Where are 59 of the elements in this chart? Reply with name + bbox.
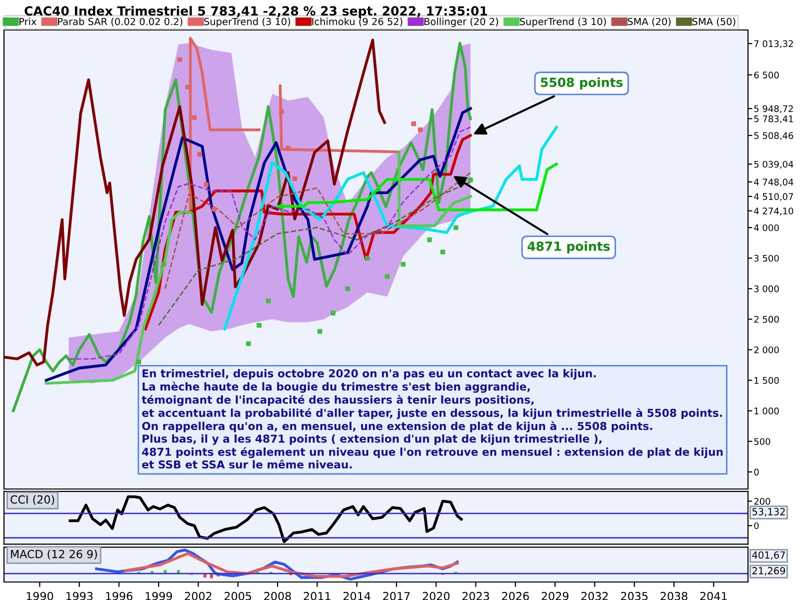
line-series xyxy=(276,162,558,212)
x-tick-label: 2008 xyxy=(264,592,291,600)
line-series xyxy=(4,38,386,366)
x-tick-label: 2005 xyxy=(224,592,252,600)
chart-title: CCI (20) xyxy=(10,495,54,506)
y-tick-label: 1 000 xyxy=(754,408,779,414)
chart-title: MACD (12 26 9) xyxy=(11,550,97,560)
y-tick-label: 5 039,04 xyxy=(754,160,794,169)
x-tick-label: 2023 xyxy=(462,592,490,600)
y-tick-label: 4 000 xyxy=(754,224,779,232)
annotation: 5508 points xyxy=(540,77,623,90)
x-tick-label: 2002 xyxy=(184,592,212,600)
y-tick-label: 6 500 xyxy=(754,72,779,78)
text: 53,132 xyxy=(752,508,785,516)
x-tick-label: 1993 xyxy=(66,592,93,600)
y-tick-label: 4 748,04 xyxy=(754,178,794,186)
y-tick-label: 3 500 xyxy=(754,254,779,262)
x-tick-label: 2014 xyxy=(344,592,370,600)
x-tick-label: 2035 xyxy=(621,592,648,600)
y-tick-label: 5 508,46 xyxy=(754,132,794,140)
text: 21,269 xyxy=(752,567,786,576)
legend-label: SuperTrend (3 10) xyxy=(204,18,290,28)
legend-label: SMA (20) xyxy=(628,18,671,26)
y-tick-label: 4 274,10 xyxy=(754,208,794,216)
legend-label: SuperTrend (3 10) xyxy=(520,18,606,28)
y-tick-label: 5 948,72 xyxy=(754,105,793,114)
line-series xyxy=(68,126,472,360)
legend-label: Ichimoku (9 26 52) xyxy=(312,18,402,26)
y-tick-label: 4 510,07 xyxy=(754,193,793,201)
y-tick-label: 3 000 xyxy=(754,285,779,292)
x-tick-label: 2026 xyxy=(502,592,529,600)
x-tick-label: 1996 xyxy=(106,592,132,600)
x-tick-label: 2017 xyxy=(383,592,410,600)
line-series xyxy=(164,172,472,290)
legend-label: Prix xyxy=(20,18,36,26)
legend-label: Parab SAR (0.02 0.02 0.2) xyxy=(58,18,182,26)
chart-title: CAC40 Index Trimestriel 5 783,41 -2,28 % 23 sept. 2022, 17:35:01 xyxy=(24,6,488,18)
y-tick-label: 200 xyxy=(754,498,770,505)
x-tick-label: 1990 xyxy=(26,592,54,600)
legend-label: SMA (50) xyxy=(692,18,736,26)
y-tick-label: 0 xyxy=(754,468,759,476)
y-tick-label: 5 783,41 xyxy=(754,115,793,124)
x-tick-label: 2032 xyxy=(581,592,608,600)
annotation: En trimestriel, depuis octobre 2020 on n'a pas eu un contact avec la kijun. La mèche haute de la bougie du trimestre s'est bien aggrandie, témoignant de l'incapacité des haussiers à tenir leurs positions, et accentuant la probabilité d'aller taper, juste en dessous, la kijun trimestrielle à 5508 points. On rappellera qu'on a, en mensuel, une extension de plat de kijun à ... 5508 points. Plus bas, il y a les 4871 points ( extension d'un plat de kijun trimestrielle ), 4871 points est également un niveau que l'on retrouve en mensuel : extension de plat de kijun et SSB et SSA sur le même niveau. xyxy=(142,369,723,469)
x-tick-label: 2029 xyxy=(542,592,568,600)
y-tick-label: 2 000 xyxy=(754,346,779,354)
y-tick-label: 1 500 xyxy=(754,377,779,384)
x-tick-label: 2041 xyxy=(700,592,727,600)
y-tick-label: 0 xyxy=(754,522,759,530)
y-tick-label: 2 500 xyxy=(754,316,779,323)
x-tick-label: 2011 xyxy=(304,592,330,600)
x-tick-label: 1999 xyxy=(146,592,172,600)
legend-label: Bollinger (20 2) xyxy=(424,18,498,28)
x-tick-label: 2038 xyxy=(660,592,688,600)
text: 401,67 xyxy=(752,551,785,560)
annotation: 4871 points xyxy=(528,241,610,254)
y-tick-label: 500 xyxy=(754,438,770,445)
y-tick-label: 7 013,32 xyxy=(754,40,793,48)
x-tick-label: 2020 xyxy=(422,592,450,600)
